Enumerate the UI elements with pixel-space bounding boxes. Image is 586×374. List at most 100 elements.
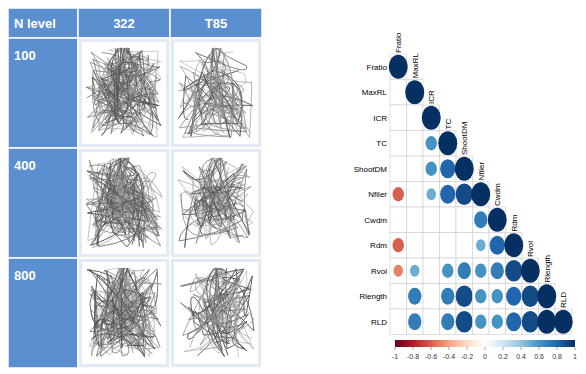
colorbar-label: -0.6 (425, 353, 437, 360)
header-text: 322 (113, 16, 135, 31)
scan (82, 262, 166, 364)
grid-cell (423, 284, 440, 310)
grid-cell (407, 105, 424, 131)
cell-bg (78, 258, 170, 368)
row-text: 400 (14, 158, 36, 173)
corr-dot (506, 287, 521, 306)
corr-dot (505, 260, 522, 282)
image-cell (78, 148, 170, 258)
grid-cell (489, 258, 506, 284)
diag-label: ShootDM (460, 121, 469, 155)
colorbar-tick (575, 347, 576, 350)
header-cell (78, 8, 170, 38)
grid-cell (440, 258, 457, 284)
root-trace (199, 268, 254, 340)
image-cell (170, 258, 262, 368)
colorbar-label: 0.2 (498, 353, 508, 360)
grid-cell (456, 182, 473, 208)
colorbar-tick (449, 347, 450, 350)
root-trace (179, 48, 246, 133)
row-label: Rlength (359, 292, 387, 301)
grid-cell (423, 131, 440, 157)
grid-cell (473, 284, 490, 310)
grid-cell (423, 156, 440, 182)
header-text: T85 (205, 16, 227, 31)
corr-dot (405, 80, 424, 104)
root-trace (89, 158, 160, 236)
corr-dot (537, 284, 556, 308)
correlogram: FratioFratioMaxRLMaxRLICRICRTCTCShootDMS… (354, 32, 573, 335)
grid-cell (506, 309, 523, 335)
grid-cell (390, 207, 407, 233)
corr-dot (441, 313, 454, 330)
grid-cell (390, 284, 407, 310)
row-label: ICR (373, 114, 387, 123)
grid-cell (440, 309, 457, 335)
colorbar-tick (395, 347, 396, 350)
row-label: ShootDM (354, 165, 388, 174)
colorbar-label: -0.2 (461, 353, 473, 360)
row-head (8, 258, 78, 368)
figure: N level322T85100400800FratioFratioMaxRLM… (0, 0, 586, 374)
corr-dot (408, 313, 421, 330)
corr-dot (492, 289, 503, 303)
grid-cell (522, 284, 539, 310)
colorbar-tick (503, 347, 504, 350)
diag-label: Rlength (543, 255, 552, 283)
grid-cell (407, 258, 424, 284)
corr-dot (521, 259, 540, 283)
corr-dot (410, 265, 420, 277)
colorbar-tick (467, 347, 468, 350)
cell-bg (170, 258, 262, 368)
corr-dot (408, 288, 421, 305)
grid-cell (423, 207, 440, 233)
grid-cell (440, 233, 457, 259)
root-trace (90, 268, 146, 356)
corr-dot (471, 182, 490, 206)
corr-dot (522, 285, 539, 307)
grid-cell (390, 309, 407, 335)
colorbar-label: 0.8 (552, 353, 562, 360)
colorbar: -1-0.8-0.6-0.4-0.200.20.40.60.81 (392, 340, 577, 360)
row-label: MaxRL (362, 88, 388, 97)
corr-dot (440, 159, 455, 178)
corr-dot (438, 131, 457, 155)
root-trace (182, 158, 229, 221)
image-cell (170, 148, 262, 258)
grid-cell (473, 309, 490, 335)
grid-cell (506, 284, 523, 310)
table: N level322T85100400800 (8, 8, 262, 368)
header-text: N level (14, 16, 56, 31)
grid-cell (423, 258, 440, 284)
root-trace (179, 48, 246, 137)
corr-dot (506, 312, 521, 331)
root-trace (180, 48, 251, 137)
root-trace (94, 268, 155, 349)
root-trace (201, 48, 243, 138)
grid-cell (440, 284, 457, 310)
grid-cell (407, 233, 424, 259)
corr-dot (491, 262, 504, 279)
grid-cell (423, 309, 440, 335)
root-trace (90, 268, 159, 356)
grid-cell (390, 131, 407, 157)
root-trace (93, 158, 160, 248)
colorbar-tick (557, 347, 558, 350)
colorbar-gradient (395, 340, 575, 347)
corr-dot (442, 264, 453, 278)
corr-dot (475, 289, 486, 303)
grid-cell (407, 156, 424, 182)
row-label: Nfiler (368, 190, 387, 199)
corr-dot (554, 310, 573, 334)
diag-label: ICR (427, 90, 436, 104)
diag-label: TC (444, 119, 453, 130)
colorbar-label: 1 (573, 353, 577, 360)
grid-cell (440, 207, 457, 233)
image-cell (78, 258, 170, 368)
corr-dot (440, 185, 455, 204)
row-head (8, 38, 78, 148)
image-cell (78, 38, 170, 148)
grid-cell (456, 309, 473, 335)
root-trace (91, 268, 144, 355)
colorbar-tick (539, 347, 540, 350)
